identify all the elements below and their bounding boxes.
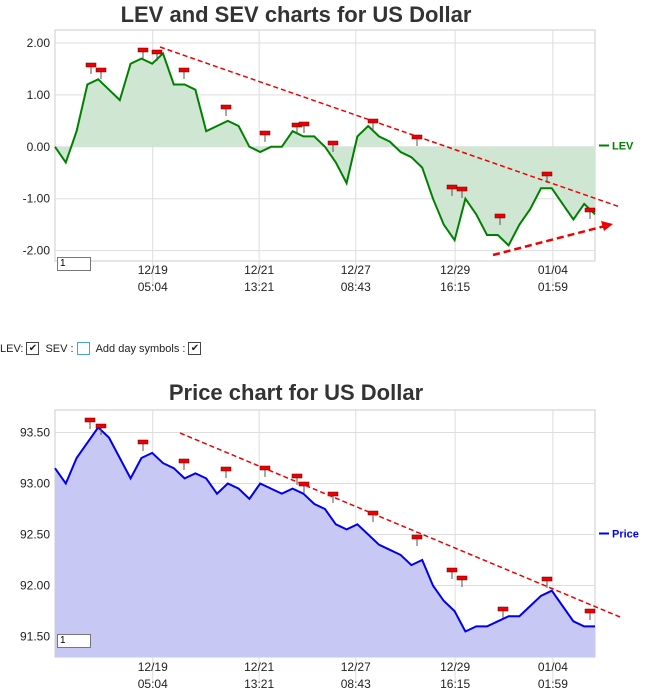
flag	[220, 466, 232, 472]
x-tick-label: 12/19 05:04	[137, 660, 168, 691]
flag	[456, 575, 468, 581]
lev-toggle-label: LEV:	[0, 342, 24, 355]
flag	[298, 481, 310, 487]
x-tick-label: 12/21 13:21	[244, 263, 275, 294]
y-tick-label: 92.00	[20, 579, 50, 593]
flag	[446, 184, 458, 190]
arrow-head	[601, 221, 613, 231]
y-tick-label: 92.50	[20, 528, 50, 542]
y-tick-label: 93.00	[20, 476, 50, 490]
day-symbols-checkbox[interactable]: ✔	[188, 342, 202, 355]
sev-checkbox[interactable]	[76, 342, 90, 355]
chart-title: LEV and SEV charts for US Dollar	[121, 2, 472, 27]
x-tick-label: 12/29 16:15	[440, 263, 471, 294]
x-tick-label: 12/19 05:04	[137, 263, 168, 294]
flag	[95, 423, 107, 429]
flag	[497, 606, 509, 612]
flag	[137, 439, 149, 445]
flag	[327, 140, 339, 146]
flag	[95, 67, 107, 73]
flag	[446, 567, 458, 573]
area	[55, 53, 595, 246]
trend-line	[492, 224, 606, 257]
day-symbols-label: Add day symbols :	[95, 342, 186, 355]
x-tick-label: 01/04 01:59	[537, 263, 568, 294]
flag	[411, 534, 423, 540]
flag	[541, 576, 553, 582]
flag	[259, 130, 271, 136]
x-tick-label: 12/21 13:21	[244, 660, 275, 691]
flag	[327, 491, 339, 497]
flag	[85, 62, 97, 68]
flag	[494, 213, 506, 219]
zoom-input[interactable]: 1	[57, 634, 91, 648]
flag	[584, 608, 596, 614]
controls: LEV: ✔ SEV : Add day symbols : ✔	[0, 342, 205, 355]
y-tick-label: 91.50	[20, 630, 50, 644]
y-tick-label: 93.50	[20, 425, 50, 439]
y-tick-label: 1.00	[27, 88, 51, 102]
zoom-input[interactable]: 1	[57, 257, 91, 271]
y-tick-label: 2.00	[27, 36, 51, 50]
x-tick-label: 12/27 08:43	[340, 263, 371, 294]
x-tick-label: 12/29 16:15	[440, 660, 471, 691]
flag	[298, 121, 310, 127]
y-tick-label: 0.00	[27, 140, 51, 154]
line	[54, 51, 596, 248]
flag	[178, 458, 190, 464]
flag	[151, 49, 163, 55]
flag	[584, 207, 596, 213]
sev-toggle-label: SEV :	[45, 342, 74, 355]
trend-line	[159, 46, 621, 208]
chart-title: Price chart for US Dollar	[169, 380, 424, 405]
y-tick-label: -1.00	[23, 192, 51, 206]
flag	[291, 473, 303, 479]
flag	[137, 47, 149, 53]
x-tick-label: 01/04 01:59	[537, 660, 568, 691]
x-tick-label: 12/27 08:43	[340, 660, 371, 691]
flag	[456, 186, 468, 192]
y-tick-label: -2.00	[23, 244, 51, 258]
flag	[541, 171, 553, 177]
area	[55, 427, 595, 657]
flag	[220, 104, 232, 110]
legend-label: LEV	[612, 141, 634, 153]
flag	[178, 67, 190, 73]
flag	[84, 417, 96, 423]
legend-label: Price	[612, 529, 639, 541]
lev-checkbox[interactable]: ✔	[26, 342, 40, 355]
line	[54, 425, 595, 633]
